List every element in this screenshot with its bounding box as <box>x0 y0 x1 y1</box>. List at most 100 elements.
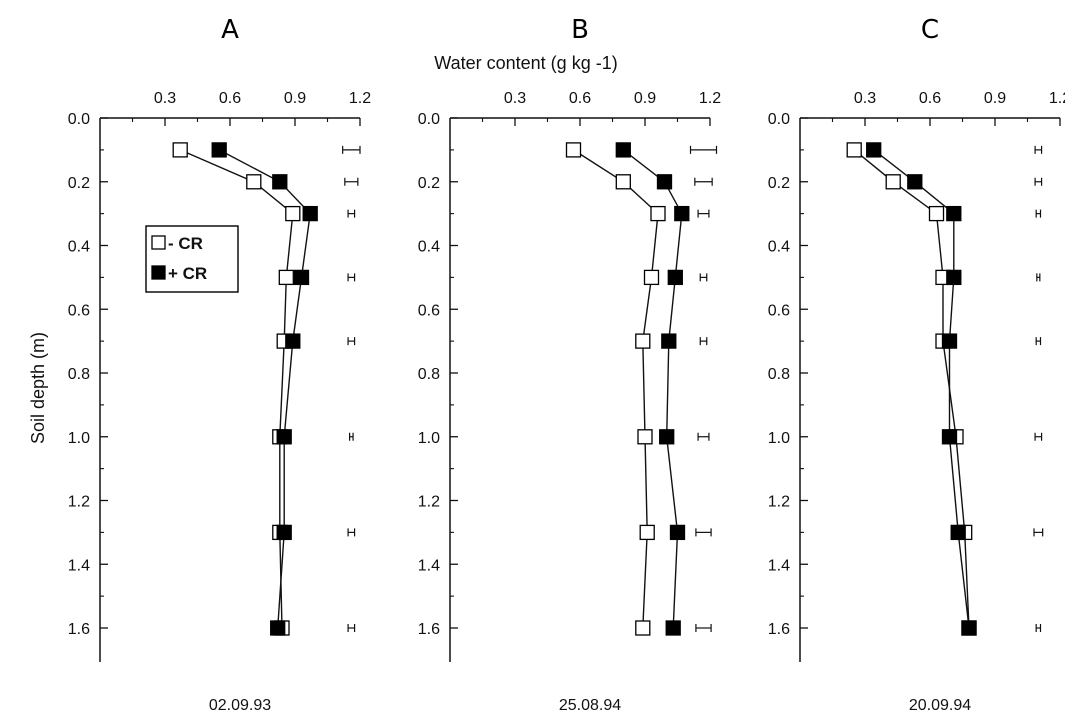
x-tick-label: 0.3 <box>854 90 876 107</box>
y-tick-label: 0.6 <box>768 302 790 319</box>
error-bar <box>349 432 354 441</box>
error-bar <box>1034 432 1043 441</box>
panel-A: A 02.09.93 0.0 0.2 0.4 0.6 0.8 1.0 1.2 1.4 1.6 0.3 0… <box>68 15 371 714</box>
y-tick-label: 0.4 <box>418 239 440 256</box>
plus-cr-marker <box>674 205 690 222</box>
error-bar <box>1036 273 1041 282</box>
x-tick-label: 1.2 <box>1049 90 1065 107</box>
series-line-minus-cr <box>573 149 659 629</box>
y-tick-label: 0.0 <box>768 111 790 128</box>
minus-cr-marker <box>635 333 651 349</box>
y-tick-label: 0.0 <box>418 111 440 128</box>
panel-B: B 25.08.94 0.0 0.2 0.4 0.6 0.8 1.0 1.2 1.4 1.6 0.3 0… <box>418 15 721 714</box>
plus-cr-marker <box>667 269 683 286</box>
minus-cr-marker <box>643 269 660 286</box>
y-tick-label: 0.4 <box>768 239 790 256</box>
plus-cr-marker <box>293 269 310 286</box>
error-bar <box>689 145 718 154</box>
error-bar <box>347 209 356 218</box>
x-tick-label: 0.6 <box>919 90 941 107</box>
error-bar <box>699 337 708 346</box>
minus-cr-marker <box>885 174 901 190</box>
minus-cr-marker <box>846 142 862 158</box>
plus-cr-marker <box>665 620 681 636</box>
error-bar <box>1035 209 1042 218</box>
plus-cr-marker <box>211 142 227 158</box>
error-bar <box>694 177 713 186</box>
x-tick-label: 0.9 <box>984 90 1006 107</box>
error-bar <box>342 145 361 154</box>
plus-cr-marker <box>276 524 292 541</box>
panel-date: 02.09.93 <box>209 697 271 714</box>
minus-cr-marker <box>278 269 294 286</box>
minus-cr-marker <box>639 524 655 541</box>
series-line-plus-cr <box>622 149 683 629</box>
x-tick-label: 1.2 <box>699 90 721 107</box>
error-bar <box>347 273 356 282</box>
x-tick-label: 0.6 <box>569 90 591 107</box>
y-tick-label: 1.4 <box>768 557 790 574</box>
plus-cr-marker <box>941 333 958 349</box>
plus-cr-marker <box>285 333 301 349</box>
y-tick-label: 1.0 <box>768 430 790 447</box>
plus-cr-marker <box>656 174 673 190</box>
x-tick-label: 0.6 <box>219 90 241 107</box>
x-tick-label: 1.2 <box>349 90 371 107</box>
plus-cr-marker <box>669 524 686 541</box>
minus-cr-marker <box>637 429 653 445</box>
panel-letter: B <box>571 15 589 45</box>
error-bar <box>1034 177 1043 186</box>
y-axis-title: Soil depth (m) <box>28 332 48 444</box>
x-tick-label: 0.3 <box>504 90 526 107</box>
chart-panels: A 02.09.93 0.0 0.2 0.4 0.6 0.8 1.0 1.2 1.4 1.6 0.3 0… <box>68 15 1065 714</box>
y-tick-label: 0.6 <box>68 302 90 319</box>
plus-cr-marker <box>659 429 675 445</box>
plus-cr-marker <box>946 205 962 222</box>
minus-cr-marker <box>615 174 631 190</box>
error-bar <box>344 177 359 186</box>
plus-cr-marker <box>907 174 923 190</box>
minus-cr-marker <box>565 142 582 158</box>
y-tick-label: 1.4 <box>68 557 90 574</box>
error-bar <box>699 273 708 282</box>
plus-cr-marker <box>615 142 631 158</box>
plus-cr-marker <box>276 429 292 445</box>
y-tick-label: 0.8 <box>68 366 90 383</box>
error-bar <box>347 337 356 346</box>
error-bar <box>695 624 712 632</box>
y-tick-label: 1.2 <box>68 494 90 511</box>
y-tick-label: 1.4 <box>418 557 440 574</box>
y-tick-label: 0.2 <box>68 175 90 192</box>
x-tick-label: 0.9 <box>634 90 656 107</box>
y-tick-label: 1.6 <box>768 621 790 638</box>
error-bar <box>347 624 356 632</box>
plus-cr-marker <box>272 174 288 190</box>
error-bar <box>1034 145 1043 154</box>
error-bar <box>697 432 710 441</box>
series-line-minus-cr <box>853 149 970 629</box>
plus-cr-marker <box>961 620 977 636</box>
legend-label-minus-cr: - CR <box>168 234 203 253</box>
legend: - CR + CR <box>145 225 239 293</box>
plus-cr-marker <box>302 205 318 222</box>
plus-cr-marker <box>661 333 677 349</box>
y-tick-label: 0.4 <box>68 239 90 256</box>
series-line-plus-cr <box>873 149 970 629</box>
plus-cr-marker <box>941 429 958 445</box>
y-tick-label: 0.0 <box>68 111 90 128</box>
minus-cr-marker <box>246 174 262 190</box>
y-tick-label: 1.2 <box>418 494 440 511</box>
y-tick-label: 0.8 <box>768 366 790 383</box>
legend-label-plus-cr: + CR <box>168 264 207 283</box>
panel-letter: A <box>221 15 239 45</box>
minus-cr-marker <box>650 205 666 222</box>
plus-cr-marker <box>950 524 966 541</box>
series-line-plus-cr <box>218 149 311 629</box>
minus-cr-marker <box>928 205 945 222</box>
series-line-minus-cr <box>179 149 294 629</box>
error-bar <box>695 528 712 537</box>
plus-cr-marker <box>946 269 962 286</box>
minus-cr-marker <box>635 620 651 636</box>
legend-open-square <box>151 235 166 250</box>
y-tick-label: 1.0 <box>68 430 90 447</box>
